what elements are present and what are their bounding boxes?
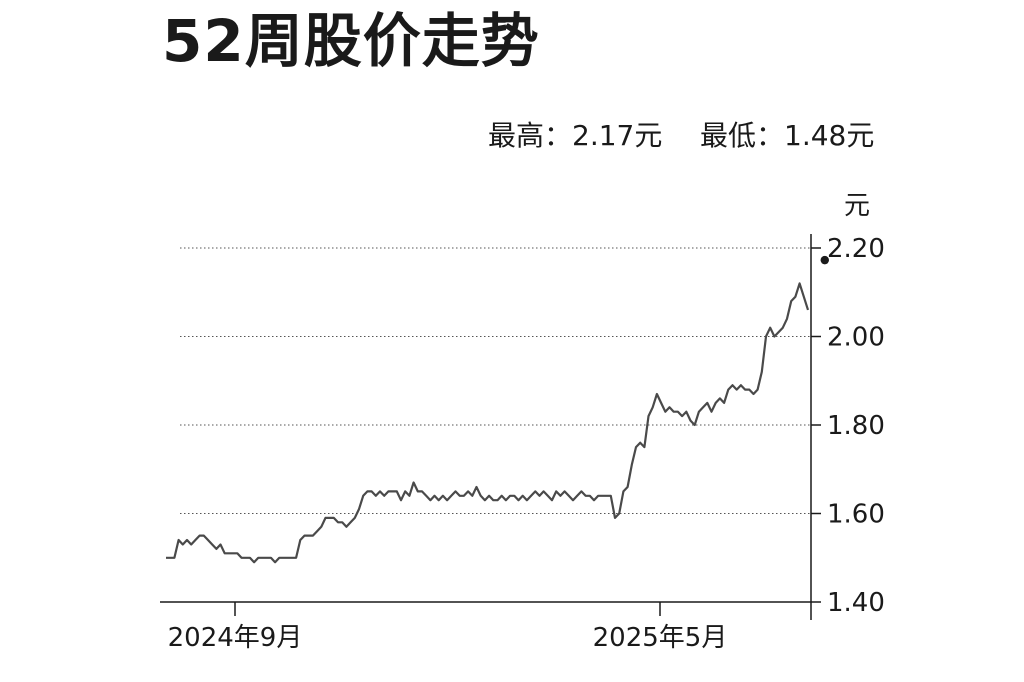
y-tick-label: 2.20 — [827, 234, 885, 264]
axes — [160, 234, 812, 620]
x-axis-ticks: 2024年9月 2025年5月 — [168, 602, 728, 653]
y-tick-label: 1.40 — [827, 588, 885, 618]
high-point-marker — [820, 255, 829, 265]
y-tick-label: 2.00 — [827, 323, 885, 353]
y-tick-label: 1.80 — [827, 411, 885, 441]
x-tick-label: 2025年5月 — [593, 623, 728, 653]
price-line-series — [166, 282, 810, 564]
x-tick-label: 2024年9月 — [168, 623, 303, 653]
y-tick-label: 1.60 — [827, 500, 885, 530]
low-price-label: 最低：1.48元 — [700, 119, 875, 152]
high-price-label: 最高：2.17元 — [488, 119, 663, 152]
y-axis-unit-label: 元 — [844, 191, 870, 221]
chart-title: 52周股价走势 — [162, 7, 540, 75]
y-axis-ticks: 1.40 1.60 1.80 2.00 2.20 — [811, 234, 885, 618]
gridlines — [180, 247, 811, 514]
